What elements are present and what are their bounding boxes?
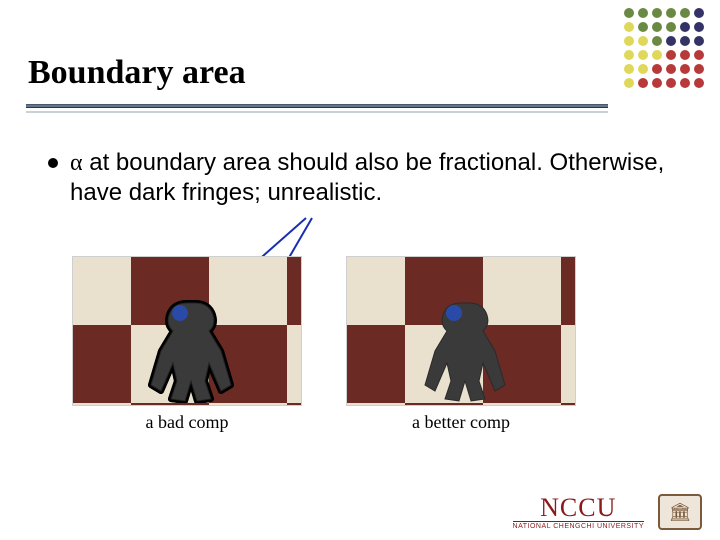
decor-dot [638,36,648,46]
checker-tile [72,325,131,403]
decor-dot [666,36,676,46]
decor-dot [680,64,690,74]
decor-dot [638,50,648,60]
figure-bad-comp: a bad comp [72,256,302,433]
checker-tile [346,256,405,325]
decor-dot [638,78,648,88]
checker-tile [483,403,561,406]
checker-tile [72,403,131,406]
nccu-subtitle: NATIONAL CHENGCHI UNIVERSITY [513,521,644,530]
title-underline [26,104,608,108]
figure-row: a bad comp a better comp [72,256,648,433]
decor-dot [666,78,676,88]
decor-dot [624,36,634,46]
decor-dot [652,64,662,74]
decor-dot [638,8,648,18]
robot-better [406,283,516,403]
footer-logo-area: NCCU NATIONAL CHENGCHI UNIVERSITY 🏛 [513,494,702,530]
decor-dot [652,36,662,46]
checker-tile [72,256,131,325]
checker-tile [561,403,576,406]
checker-tile [561,256,576,325]
decor-dot [680,50,690,60]
decor-dot [694,64,704,74]
bullet-text: α at boundary area should also be fracti… [70,148,680,208]
decor-dot [680,36,690,46]
decor-dot [680,8,690,18]
checker-tile [405,403,483,406]
better-comp-image [346,256,576,406]
decor-dot [624,50,634,60]
checker-tile [209,403,287,406]
slide-title: Boundary area [28,54,246,92]
bullet-rest: at boundary area should also be fraction… [70,149,664,206]
nccu-script-text: NCCU [540,495,616,521]
checker-tile [287,256,302,325]
bad-comp-image [72,256,302,406]
checker-tile [346,325,405,403]
decor-dot [666,64,676,74]
university-crest: 🏛 [658,494,702,530]
decor-dot [694,50,704,60]
decor-dot [624,78,634,88]
decor-dot [652,8,662,18]
checker-tile [131,403,209,406]
caption-bad: a bad comp [146,412,229,433]
decor-dot [694,78,704,88]
decor-dot [666,50,676,60]
decor-dot [624,64,634,74]
decor-dot [694,8,704,18]
checker-tile [287,325,302,403]
crest-icon: 🏛 [669,502,692,523]
decor-dot [638,64,648,74]
decor-dot [652,22,662,32]
decor-dot [694,22,704,32]
checker-tile [287,403,302,406]
nccu-logo: NCCU NATIONAL CHENGCHI UNIVERSITY [513,495,644,530]
decor-dot [624,22,634,32]
decor-dot [680,78,690,88]
corner-dot-grid [624,8,706,90]
checker-tile [561,325,576,403]
robot-bad [132,283,242,403]
decor-dot [652,50,662,60]
decor-dot [638,22,648,32]
bullet-item: α at boundary area should also be fracti… [48,148,680,208]
decor-dot [694,36,704,46]
decor-dot [680,22,690,32]
decor-dot [666,8,676,18]
decor-dot [666,22,676,32]
bullet-marker [48,158,58,168]
figure-better-comp: a better comp [346,256,576,433]
decor-dot [652,78,662,88]
decor-dot [624,8,634,18]
checker-tile [346,403,405,406]
caption-better: a better comp [412,412,510,433]
alpha-symbol: α [70,150,83,176]
